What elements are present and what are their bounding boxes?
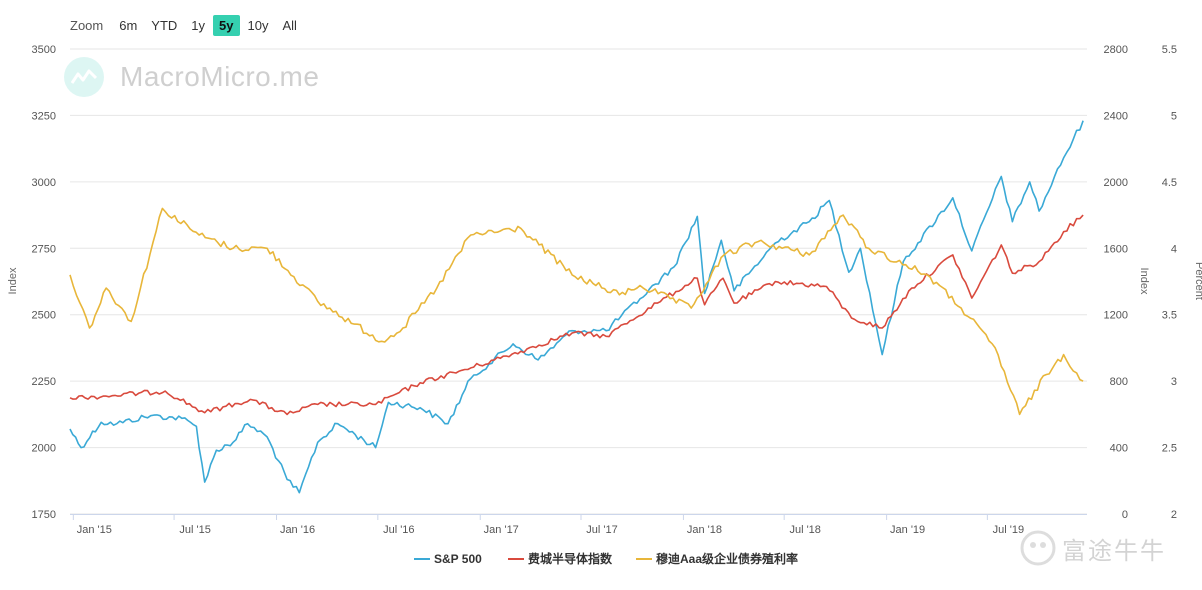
zoom-5y-button[interactable]: 5y bbox=[213, 14, 240, 36]
right-percent-axis-tick-label: 2 bbox=[1171, 509, 1177, 521]
x-axis-tick-label: Jul '19 bbox=[993, 524, 1024, 536]
left-axis-tick-label: 2500 bbox=[32, 310, 56, 322]
series-line-1 bbox=[69, 120, 1084, 494]
zoom-10y-button[interactable]: 10y bbox=[247, 17, 269, 33]
grid-lines bbox=[70, 48, 1087, 515]
right-index-axis-tick-label: 1600 bbox=[1104, 243, 1128, 255]
right-index-axis-tick-label: 2400 bbox=[1104, 110, 1128, 122]
right-percent-axis-tick-label: 5.5 bbox=[1162, 44, 1177, 56]
right-index-axis-tick-label: 2000 bbox=[1104, 177, 1128, 189]
series-line-3 bbox=[69, 207, 1084, 416]
left-axis-tick-label: 2000 bbox=[32, 443, 56, 455]
right-index-axis-tick-label: 800 bbox=[1110, 376, 1128, 388]
right-percent-axis-tick-label: 3.5 bbox=[1162, 310, 1177, 322]
x-axis-ticks: Jan '15 Jul '15 Jan '16 Jul '16 Jan '17 Jul '… bbox=[72, 514, 1024, 536]
zoom-1y-button[interactable]: 1y bbox=[191, 17, 206, 33]
x-axis-tick-label: Jan '18 bbox=[687, 524, 722, 536]
left-axis-tick-label: 3000 bbox=[32, 177, 56, 189]
x-axis-tick-label: Jul '18 bbox=[789, 524, 820, 536]
right-percent-axis-tick-label: 4 bbox=[1171, 243, 1177, 255]
watermark-text: MacroMicro.me bbox=[120, 61, 320, 92]
right-percent-axis-tick-label: 2.5 bbox=[1162, 443, 1177, 455]
zoom-label: Zoom bbox=[70, 17, 104, 33]
futu-watermark-text: 富途牛牛 bbox=[1062, 537, 1166, 565]
right-percent-axis-tick-label: 5 bbox=[1171, 110, 1177, 122]
legend: S&P 500 费城半导体指数 穆迪Aaa级企业债券殖利率 bbox=[414, 551, 798, 566]
legend-item[interactable]: 穆迪Aaa级企业债券殖利率 bbox=[656, 551, 798, 566]
right-index-axis-tick-label: 1200 bbox=[1104, 310, 1128, 322]
right-index-axis-title: Index bbox=[1138, 268, 1150, 295]
legend-item[interactable]: 费城半导体指数 bbox=[528, 551, 613, 566]
right-percent-axis-tick-label: 4.5 bbox=[1162, 177, 1177, 189]
x-axis-tick-label: Jan '16 bbox=[280, 524, 315, 536]
series-lines bbox=[69, 120, 1084, 494]
series-line-2 bbox=[69, 214, 1084, 416]
left-axis-tick-label: 3250 bbox=[32, 110, 56, 122]
futu-logo-icon bbox=[1020, 530, 1056, 566]
zoom-ytd-button[interactable]: YTD bbox=[151, 17, 178, 33]
right-index-axis-tick-label: 400 bbox=[1110, 443, 1128, 455]
left-axis-ticks: 1750 2000 2250 2500 2750 3000 3250 3500 bbox=[32, 44, 56, 521]
macromicro-watermark: MacroMicro.me bbox=[64, 57, 319, 97]
macromicro-logo-icon bbox=[64, 57, 104, 97]
left-axis-tick-label: 1750 bbox=[32, 509, 56, 521]
right-percent-axis-title: Percent bbox=[1193, 262, 1202, 300]
right-percent-axis-ticks: 2 2.5 3 3.5 4 4.5 5 5.5 bbox=[1162, 44, 1177, 521]
zoom-6m-button[interactable]: 6m bbox=[119, 17, 138, 33]
x-axis-tick-label: Jul '16 bbox=[383, 524, 414, 536]
right-percent-axis-tick-label: 3 bbox=[1171, 376, 1177, 388]
left-axis-title: Index bbox=[7, 267, 19, 294]
left-axis-tick-label: 2250 bbox=[32, 376, 56, 388]
zoom-bar: Zoom 6m YTD 1y 5y 10y All bbox=[70, 13, 305, 37]
x-axis-tick-label: Jan '15 bbox=[77, 524, 112, 536]
x-axis-tick-label: Jul '15 bbox=[179, 524, 210, 536]
right-index-axis-tick-label: 0 bbox=[1122, 509, 1128, 521]
left-axis-tick-label: 2750 bbox=[32, 243, 56, 255]
legend-item[interactable]: S&P 500 bbox=[434, 552, 482, 566]
futu-watermark: 富途牛牛 bbox=[1020, 530, 1166, 566]
x-axis-tick-label: Jan '19 bbox=[890, 524, 925, 536]
zoom-all-button[interactable]: All bbox=[282, 17, 297, 33]
x-axis-tick-label: Jul '17 bbox=[586, 524, 617, 536]
right-index-axis-tick-label: 2800 bbox=[1104, 44, 1128, 56]
left-axis-tick-label: 3500 bbox=[32, 44, 56, 56]
right-index-axis-ticks: 0 400 800 1200 1600 2000 2400 2800 bbox=[1104, 44, 1128, 521]
x-axis-tick-label: Jan '17 bbox=[484, 524, 519, 536]
